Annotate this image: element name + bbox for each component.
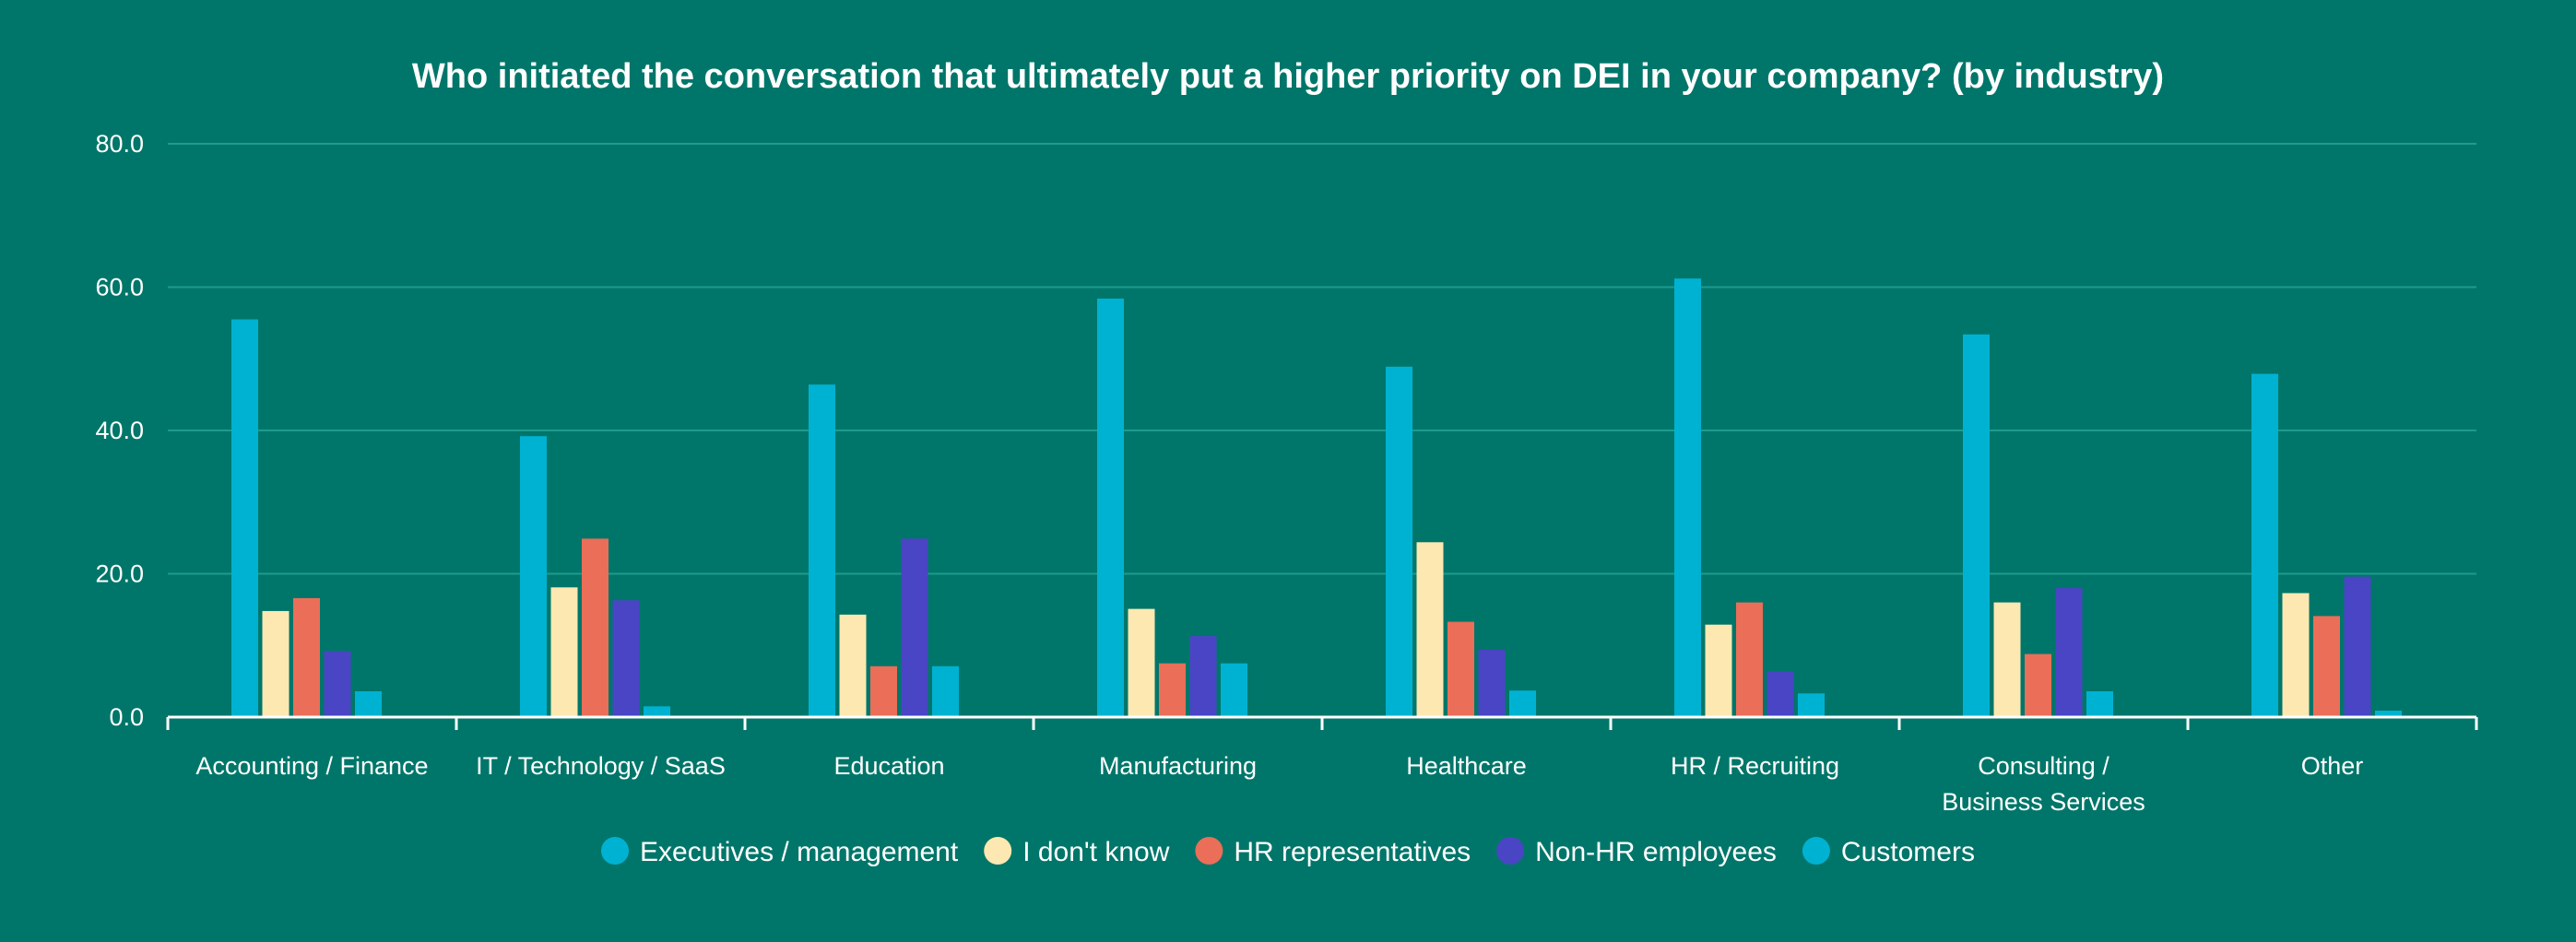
bar — [870, 665, 897, 717]
x-tick-label: Consulting / Business Services — [1942, 752, 2145, 816]
bar — [1509, 690, 1536, 717]
bar — [231, 319, 258, 717]
bar — [2313, 616, 2340, 717]
x-tick-label: IT / Technology / SaaS — [476, 752, 726, 780]
legend-marker — [984, 837, 1012, 865]
legend-item: Non-HR employees — [1496, 837, 1777, 867]
bar — [1128, 608, 1155, 717]
bar — [293, 597, 320, 717]
legend-item: HR representatives — [1195, 837, 1471, 867]
x-tick-label: Education — [833, 752, 944, 780]
x-tick-label-line: HR / Recruiting — [1671, 752, 1839, 780]
bar — [2251, 373, 2278, 717]
bar — [2282, 593, 2310, 717]
bar — [1674, 278, 1701, 717]
bars — [231, 278, 2402, 717]
bar — [2375, 711, 2402, 717]
y-tick-label: 60.0 — [95, 274, 144, 301]
bar — [1478, 649, 1506, 717]
bar — [582, 538, 609, 717]
y-tick-label: 20.0 — [95, 560, 144, 588]
x-tick-label: Other — [2301, 752, 2364, 780]
bar — [809, 384, 835, 717]
bar — [262, 610, 290, 717]
legend-label: Non-HR employees — [1535, 837, 1777, 867]
x-axis-labels: Accounting / Finance IT / Technology / Sa… — [195, 752, 2363, 816]
bar — [2344, 576, 2371, 717]
bar — [1448, 621, 1474, 717]
gridlines — [168, 143, 2476, 575]
bar — [1798, 693, 1825, 717]
x-tick-label-line: IT / Technology / SaaS — [476, 752, 726, 780]
x-tick-label: Healthcare — [1406, 752, 1527, 780]
bar — [1767, 671, 1794, 717]
legend: Executives / management I don't know HR re… — [601, 837, 1975, 867]
bar — [2055, 588, 2083, 717]
legend-label: Executives / management — [640, 837, 959, 867]
bar — [1097, 298, 1124, 717]
x-tick-label-line: Accounting / Finance — [195, 752, 428, 780]
bar — [612, 600, 640, 717]
legend-item: I don't know — [984, 837, 1170, 867]
y-tick-label: 40.0 — [95, 417, 144, 444]
legend-marker — [1496, 837, 1525, 865]
bar — [932, 665, 959, 717]
bar — [901, 538, 928, 717]
x-tick-label-line: Business Services — [1942, 788, 2145, 816]
bar — [644, 706, 670, 717]
bar — [1386, 366, 1412, 717]
bar — [520, 436, 547, 717]
y-axis-ticks: 0.0 20.0 40.0 60.0 80.0 — [95, 130, 144, 731]
x-tick-label-line: Education — [833, 752, 944, 780]
legend-marker — [601, 837, 630, 865]
bar — [1416, 542, 1444, 717]
chart-title: Who initiated the conversation that ulti… — [412, 57, 2164, 96]
x-tick-label: Manufacturing — [1099, 752, 1257, 780]
legend-label: HR representatives — [1234, 837, 1471, 867]
bar — [324, 651, 351, 717]
bar — [2025, 654, 2051, 717]
legend-marker — [1802, 837, 1830, 865]
bar — [1189, 636, 1217, 717]
bar — [1705, 624, 1732, 717]
bar — [355, 691, 382, 717]
y-tick-label: 80.0 — [95, 130, 144, 158]
legend-item: Executives / management — [601, 837, 959, 867]
legend-label: Customers — [1841, 837, 1975, 867]
y-tick-label: 0.0 — [109, 703, 144, 731]
bar — [550, 587, 578, 717]
bar — [839, 614, 867, 717]
x-tick-label-line: Other — [2301, 752, 2364, 780]
legend-item: Customers — [1802, 837, 1975, 867]
legend-label: I don't know — [1022, 837, 1169, 867]
x-tick-label: HR / Recruiting — [1671, 752, 1839, 780]
bar — [2086, 691, 2113, 717]
bar — [1736, 602, 1763, 717]
bar — [1159, 663, 1186, 717]
x-tick-label-line: Healthcare — [1406, 752, 1527, 780]
bar — [1963, 334, 1990, 717]
bar — [1221, 663, 1247, 717]
x-axis — [166, 715, 2478, 730]
bar — [1993, 602, 2021, 717]
x-tick-label-line: Manufacturing — [1099, 752, 1257, 780]
x-tick-label-line: Consulting / — [1978, 752, 2109, 780]
x-tick-label: Accounting / Finance — [195, 752, 428, 780]
legend-marker — [1195, 837, 1223, 865]
